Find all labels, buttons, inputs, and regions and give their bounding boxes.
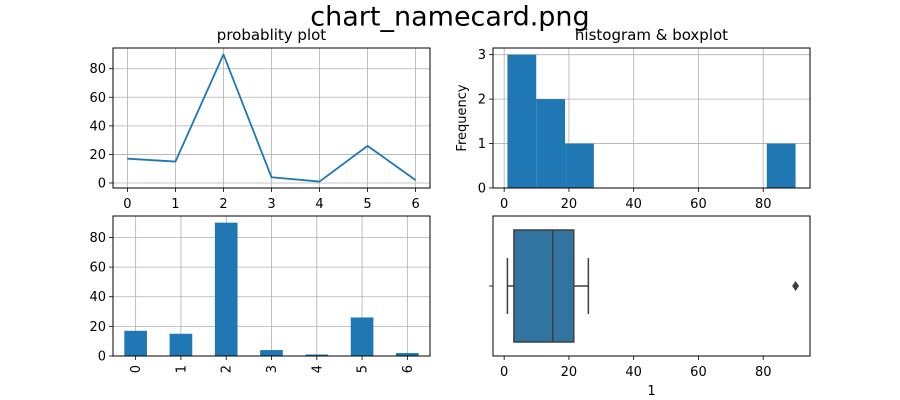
histogram-y-tick-label: 1	[478, 137, 486, 152]
histogram-bin-9	[766, 143, 796, 188]
bar-y-tick-label: 40	[89, 290, 106, 305]
histogram-x-tick-label: 80	[755, 197, 772, 212]
line-x-tick-label: 1	[171, 197, 179, 212]
boxplot-x-tick-label: 20	[561, 365, 578, 380]
histogram-x-tick-label: 60	[690, 197, 707, 212]
bar-5	[350, 317, 374, 356]
line-y-tick-label: 80	[89, 62, 106, 77]
bar-x-tick-label: 3	[265, 365, 280, 373]
bar-x-tick-label: 2	[220, 365, 235, 373]
line-y-tick-label: 20	[89, 148, 106, 163]
line-y-tick-label: 40	[89, 119, 106, 134]
bar-x-tick-label: 0	[129, 365, 144, 373]
bar-2	[214, 222, 238, 356]
histogram-subplot-title: histogram & boxplot	[575, 26, 728, 44]
bar-x-tick-label: 5	[356, 365, 371, 373]
boxplot-x-tick-label: 0	[500, 365, 508, 380]
histogram-axes-frame	[492, 47, 811, 189]
boxplot-outlier-0	[792, 281, 800, 291]
bar-6	[396, 353, 419, 356]
line-x-tick-label: 2	[219, 197, 227, 212]
histogram-bin-2	[565, 143, 594, 188]
histogram-bin-1	[536, 99, 566, 188]
histogram-x-tick-label: 0	[500, 197, 508, 212]
line-x-tick-label: 6	[411, 197, 419, 212]
bar-x-tick-label: 1	[174, 365, 189, 373]
line-x-tick-label: 5	[363, 197, 371, 212]
boxplot-x-tick-label: 80	[755, 365, 772, 380]
bar-1	[169, 333, 193, 356]
histogram-y-tick-label: 2	[478, 93, 486, 108]
bar-x-tick-label: 6	[401, 365, 416, 373]
line-x-tick-label: 3	[267, 197, 275, 212]
line-y-tick-label: 0	[98, 177, 106, 192]
boxplot-x-tick-label: 40	[625, 365, 642, 380]
bar-x-tick-label: 4	[310, 365, 325, 373]
boxplot-subplot: 0 20 40 60 80 1	[489, 215, 811, 399]
histogram-x-tick-label: 20	[561, 197, 578, 212]
boxplot-xlabel: 1	[647, 384, 655, 399]
line-x-tick-label: 0	[123, 197, 131, 212]
line-x-tick-label: 4	[315, 197, 323, 212]
bar-3	[260, 350, 283, 356]
boxplot-x-tick-label: 60	[690, 365, 707, 380]
histogram-ylabel: Frequency	[455, 84, 470, 151]
bar-0	[124, 330, 147, 356]
bar-y-tick-label: 60	[89, 261, 106, 276]
boxplot-box	[513, 229, 575, 343]
histogram-subplot: histogram & boxplot 0 20 40 60 80 0 1 2 3 Freque…	[455, 26, 811, 212]
histogram-bin-0	[507, 54, 537, 188]
bar-y-tick-label: 0	[98, 350, 106, 365]
histogram-y-tick-label: 0	[478, 182, 486, 197]
figure-title: chart_namecard.png	[310, 2, 589, 33]
histogram-y-tick-label: 3	[478, 48, 486, 63]
bar-y-tick-label: 80	[89, 231, 106, 246]
histogram-x-tick-label: 40	[625, 197, 642, 212]
line-y-tick-label: 60	[89, 91, 106, 106]
bar-y-tick-label: 20	[89, 320, 106, 335]
bar-4	[305, 354, 329, 356]
line-subplot-title: probablity plot	[217, 26, 326, 44]
